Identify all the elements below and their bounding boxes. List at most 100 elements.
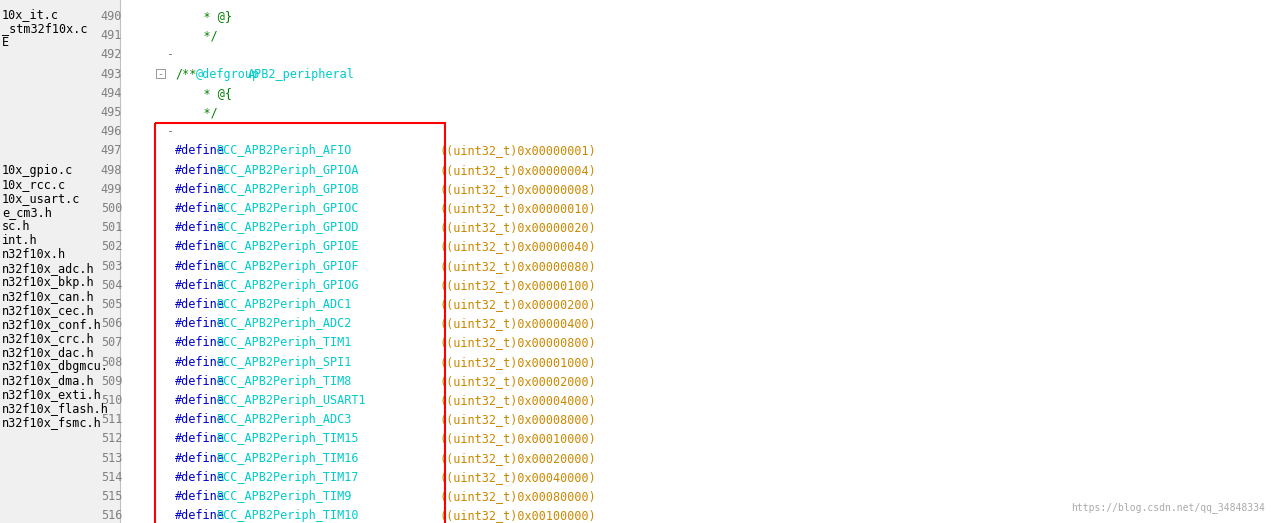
Text: ((uint32_t)0x00000100): ((uint32_t)0x00000100) [440, 279, 597, 292]
Text: 492: 492 [100, 49, 122, 61]
Text: 490: 490 [100, 10, 122, 23]
Text: #define: #define [175, 375, 225, 388]
Text: 516: 516 [100, 509, 122, 522]
Text: 508: 508 [100, 356, 122, 369]
Text: /**: /** [175, 67, 197, 81]
Text: 491: 491 [100, 29, 122, 42]
Text: #define: #define [175, 336, 225, 349]
Text: n32f10x_dbgmcu.: n32f10x_dbgmcu. [3, 360, 109, 373]
Text: 513: 513 [100, 451, 122, 464]
Text: RCC_APB2Periph_TIM10: RCC_APB2Periph_TIM10 [216, 509, 360, 522]
Text: RCC_APB2Periph_TIM8: RCC_APB2Periph_TIM8 [216, 375, 352, 388]
Text: RCC_APB2Periph_GPIOC: RCC_APB2Periph_GPIOC [216, 202, 360, 215]
Text: ((uint32_t)0x00000080): ((uint32_t)0x00000080) [440, 259, 597, 272]
Text: #define: #define [175, 394, 225, 407]
Text: ((uint32_t)0x00000400): ((uint32_t)0x00000400) [440, 317, 597, 330]
Text: RCC_APB2Periph_GPIOG: RCC_APB2Periph_GPIOG [216, 279, 360, 292]
Text: ((uint32_t)0x00000040): ((uint32_t)0x00000040) [440, 241, 597, 254]
Text: n32f10x_exti.h: n32f10x_exti.h [3, 388, 102, 401]
Text: 495: 495 [100, 106, 122, 119]
Bar [155, 123, 445, 523]
Text: RCC_APB2Periph_GPIOE: RCC_APB2Periph_GPIOE [216, 241, 360, 254]
Text: #define: #define [175, 509, 225, 522]
Text: ((uint32_t)0x00000008): ((uint32_t)0x00000008) [440, 183, 597, 196]
Text: n32f10x_conf.h: n32f10x_conf.h [3, 318, 102, 331]
Text: 500: 500 [100, 202, 122, 215]
Text: e_cm3.h: e_cm3.h [3, 206, 52, 219]
Text: #define: #define [175, 490, 225, 503]
Text: 507: 507 [100, 336, 122, 349]
Text: 505: 505 [100, 298, 122, 311]
Text: RCC_APB2Periph_SPI1: RCC_APB2Periph_SPI1 [216, 356, 352, 369]
Text: * @}: * @} [175, 10, 233, 23]
Text: RCC_APB2Periph_TIM16: RCC_APB2Periph_TIM16 [216, 451, 360, 464]
Text: #define: #define [175, 164, 225, 177]
Text: n32f10x_fsmc.h: n32f10x_fsmc.h [3, 416, 102, 429]
Text: RCC_APB2Periph_ADC2: RCC_APB2Periph_ADC2 [216, 317, 352, 330]
Text: * @{: * @{ [175, 87, 233, 100]
Text: 515: 515 [100, 490, 122, 503]
Text: 502: 502 [100, 241, 122, 254]
Text: RCC_APB2Periph_AFIO: RCC_APB2Periph_AFIO [216, 144, 352, 157]
Text: RCC_APB2Periph_GPIOF: RCC_APB2Periph_GPIOF [216, 259, 360, 272]
Text: #define: #define [175, 183, 225, 196]
Text: ((uint32_t)0x00040000): ((uint32_t)0x00040000) [440, 471, 597, 484]
Text: #define: #define [175, 413, 225, 426]
Text: 509: 509 [100, 375, 122, 388]
Text: ((uint32_t)0x00100000): ((uint32_t)0x00100000) [440, 509, 597, 522]
Text: ((uint32_t)0x00000200): ((uint32_t)0x00000200) [440, 298, 597, 311]
Text: _stm32f10x.c: _stm32f10x.c [3, 22, 88, 35]
Text: n32f10x_bkp.h: n32f10x_bkp.h [3, 276, 94, 289]
Text: #define: #define [175, 279, 225, 292]
Text: 501: 501 [100, 221, 122, 234]
Text: */: */ [175, 29, 217, 42]
Text: 496: 496 [100, 125, 122, 138]
Text: ((uint32_t)0x00020000): ((uint32_t)0x00020000) [440, 451, 597, 464]
Text: int.h: int.h [3, 234, 38, 247]
Text: @defgroup: @defgroup [196, 67, 261, 81]
Text: n32f10x_cec.h: n32f10x_cec.h [3, 304, 94, 317]
Text: RCC_APB2Periph_ADC3: RCC_APB2Periph_ADC3 [216, 413, 352, 426]
Text: ((uint32_t)0x00008000): ((uint32_t)0x00008000) [440, 413, 597, 426]
Text: ((uint32_t)0x00000800): ((uint32_t)0x00000800) [440, 336, 597, 349]
Text: n32f10x_crc.h: n32f10x_crc.h [3, 332, 94, 345]
Text: 493: 493 [100, 67, 122, 81]
Text: RCC_APB2Periph_GPIOD: RCC_APB2Periph_GPIOD [216, 221, 360, 234]
Bar [156, 69, 165, 77]
Text: n32f10x_dac.h: n32f10x_dac.h [3, 346, 94, 359]
Text: 511: 511 [100, 413, 122, 426]
Text: -: - [167, 125, 174, 138]
Text: #define: #define [175, 298, 225, 311]
Text: #define: #define [175, 356, 225, 369]
Text: RCC_APB2Periph_TIM1: RCC_APB2Periph_TIM1 [216, 336, 352, 349]
Text: n32f10x_can.h: n32f10x_can.h [3, 290, 94, 303]
Text: #define: #define [175, 221, 225, 234]
Text: 506: 506 [100, 317, 122, 330]
Text: 497: 497 [100, 144, 122, 157]
Text: -: - [167, 49, 174, 61]
Text: 504: 504 [100, 279, 122, 292]
Text: RCC_APB2Periph_ADC1: RCC_APB2Periph_ADC1 [216, 298, 352, 311]
Text: APB2_peripheral: APB2_peripheral [248, 67, 355, 81]
Text: ((uint32_t)0x00000004): ((uint32_t)0x00000004) [440, 164, 597, 177]
Text: -: - [158, 69, 164, 78]
Text: sc.h: sc.h [3, 220, 31, 233]
Text: 514: 514 [100, 471, 122, 484]
Text: RCC_APB2Periph_GPIOA: RCC_APB2Periph_GPIOA [216, 164, 360, 177]
Text: n32f10x_adc.h: n32f10x_adc.h [3, 262, 94, 275]
Text: #define: #define [175, 259, 225, 272]
Text: 498: 498 [100, 164, 122, 177]
Text: #define: #define [175, 451, 225, 464]
Text: n32f10x.h: n32f10x.h [3, 248, 66, 261]
Text: #define: #define [175, 144, 225, 157]
Text: 10x_gpio.c: 10x_gpio.c [3, 164, 74, 177]
Text: RCC_APB2Periph_USART1: RCC_APB2Periph_USART1 [216, 394, 366, 407]
Text: 512: 512 [100, 433, 122, 446]
Text: RCC_APB2Periph_TIM17: RCC_APB2Periph_TIM17 [216, 471, 360, 484]
Text: 494: 494 [100, 87, 122, 100]
Text: ((uint32_t)0x00010000): ((uint32_t)0x00010000) [440, 433, 597, 446]
Text: #define: #define [175, 433, 225, 446]
Text: ((uint32_t)0x00000020): ((uint32_t)0x00000020) [440, 221, 597, 234]
Text: n32f10x_flash.h: n32f10x_flash.h [3, 402, 109, 415]
Text: */: */ [175, 106, 217, 119]
